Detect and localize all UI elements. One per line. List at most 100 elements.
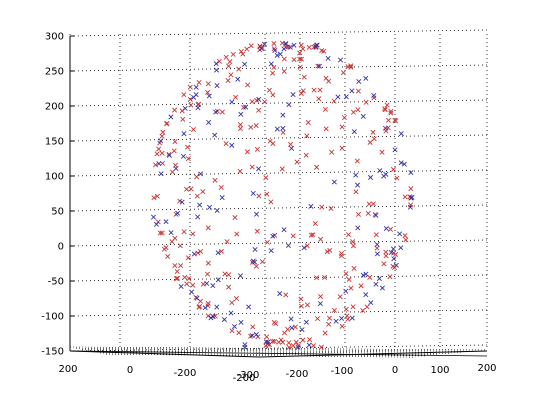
data-point — [264, 191, 270, 197]
data-point — [151, 195, 157, 201]
data-point — [215, 250, 221, 256]
data-point — [293, 339, 299, 345]
data-point — [345, 64, 351, 70]
grid-line-h — [69, 344, 488, 352]
data-point — [281, 68, 287, 74]
floor-plane — [69, 346, 488, 358]
data-point — [252, 247, 258, 253]
data-point — [180, 116, 186, 122]
data-point — [200, 189, 206, 195]
data-point — [370, 129, 376, 135]
data-point — [205, 313, 211, 319]
data-point — [365, 210, 371, 216]
data-point — [340, 70, 346, 76]
data-point — [229, 328, 235, 334]
data-point — [394, 175, 400, 181]
data-point — [256, 166, 262, 172]
data-point — [227, 59, 233, 65]
data-point — [379, 285, 385, 291]
data-point — [310, 232, 316, 238]
data-point — [214, 67, 220, 73]
data-point — [198, 171, 204, 177]
data-point — [267, 138, 273, 144]
data-point — [250, 324, 256, 330]
data-point — [291, 57, 297, 63]
data-point — [190, 126, 196, 133]
data-point — [226, 272, 232, 278]
data-point — [274, 52, 280, 58]
data-point — [383, 253, 389, 259]
data-point — [317, 301, 323, 307]
data-point — [351, 265, 357, 271]
data-point — [343, 288, 349, 294]
grid-line-h — [69, 99, 488, 107]
data-point — [382, 125, 389, 131]
data-point — [242, 61, 248, 67]
data-point — [318, 344, 324, 350]
data-point — [265, 339, 271, 345]
data-point — [337, 294, 343, 300]
data-point — [253, 123, 259, 129]
data-point — [373, 212, 379, 218]
data-point — [331, 98, 337, 104]
floor-edge — [69, 350, 488, 357]
data-point — [224, 239, 230, 245]
data-point — [196, 304, 202, 310]
data-point — [393, 251, 399, 257]
data-point — [345, 232, 352, 238]
data-point — [286, 340, 292, 346]
data-point — [355, 107, 361, 113]
data-point — [154, 193, 160, 199]
data-point — [318, 236, 324, 242]
data-point — [253, 263, 259, 269]
y-tick-label: -200 — [286, 369, 309, 380]
data-point — [326, 315, 332, 321]
z-tick-label: -150 — [41, 347, 64, 358]
data-point — [205, 81, 211, 87]
grid-line-h — [69, 169, 488, 177]
data-point — [185, 255, 191, 261]
data-point — [191, 94, 197, 100]
data-point — [160, 129, 166, 135]
data-point — [216, 58, 222, 64]
data-point — [401, 161, 407, 167]
data-point — [173, 165, 179, 172]
data-point — [233, 296, 239, 302]
data-point — [266, 87, 272, 93]
data-point — [256, 193, 262, 199]
data-point — [219, 109, 225, 115]
data-point — [157, 230, 163, 236]
data-point — [355, 225, 361, 231]
data-point — [187, 84, 193, 90]
data-point — [287, 44, 293, 50]
data-point — [168, 230, 174, 236]
data-point — [392, 147, 398, 153]
data-point — [304, 302, 310, 308]
data-point — [174, 275, 181, 281]
data-point — [398, 245, 404, 251]
data-point — [195, 250, 201, 256]
data-point — [250, 190, 256, 196]
data-point — [322, 274, 328, 280]
floor-line — [75, 347, 476, 352]
data-point — [402, 233, 408, 239]
data-point — [289, 325, 295, 331]
data-point — [280, 129, 286, 135]
data-point — [187, 96, 193, 102]
data-point — [163, 219, 169, 225]
data-point — [314, 164, 320, 170]
data-point — [262, 99, 268, 105]
data-point — [386, 117, 392, 123]
data-point — [202, 305, 208, 311]
data-point — [263, 343, 269, 349]
data-point — [159, 230, 165, 236]
data-point — [349, 315, 355, 321]
data-point — [382, 106, 388, 112]
z-tick-label: 200 — [45, 102, 64, 113]
data-point — [205, 300, 211, 306]
data-point — [353, 172, 359, 178]
data-point — [214, 304, 220, 310]
data-point — [206, 119, 212, 125]
data-point — [403, 237, 409, 243]
data-point — [326, 78, 332, 84]
